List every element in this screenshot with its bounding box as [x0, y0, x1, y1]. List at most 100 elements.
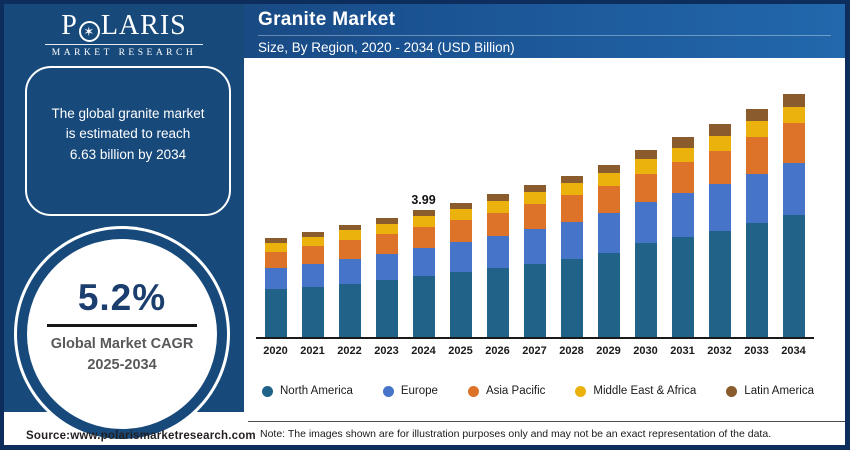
bar-segment-latin-america: [560, 175, 583, 183]
bar-segment-europe: [745, 173, 768, 224]
bar-segment-middle-east-africa: [708, 135, 731, 151]
stacked-bar-2031: [671, 136, 694, 337]
year-label-2024: 2024: [411, 345, 436, 357]
page-subtitle: Size, By Region, 2020 - 2034 (USD Billio…: [258, 40, 515, 55]
year-label-2021: 2021: [300, 345, 325, 357]
bar-segment-asia-pacific: [782, 123, 805, 164]
bar-segment-middle-east-africa: [745, 121, 768, 138]
note-text: Note: The images shown are for illustrat…: [260, 428, 772, 440]
stacked-bar-2030: [634, 149, 657, 337]
legend-dot-icon: [726, 385, 738, 397]
legend-label: North America: [280, 385, 353, 397]
market-estimate-callout: The global granite market is estimated t…: [25, 66, 231, 216]
legend-dot-icon: [467, 385, 479, 397]
bar-column-2032: [701, 90, 738, 337]
bar-segment-latin-america: [449, 203, 472, 210]
bar-segment-middle-east-africa: [486, 200, 509, 213]
stacked-bar-2024: [412, 210, 435, 337]
legend-label: Middle East & Africa: [593, 385, 697, 397]
bar-segment-europe: [449, 242, 472, 273]
legend-label: Europe: [400, 385, 438, 397]
bar-column-2027: [516, 90, 553, 337]
cagr-value: 5.2%: [77, 277, 167, 318]
callout-line-1: The global granite market: [51, 106, 205, 121]
year-label-2028: 2028: [559, 345, 584, 357]
callout-line-2: is estimated to reach: [65, 126, 191, 142]
stacked-bar-2033: [745, 109, 768, 337]
bar-column-2021: [294, 90, 331, 337]
bar-segment-asia-pacific: [264, 251, 287, 268]
bar-segment-north-america: [708, 230, 731, 337]
year-label-2029: 2029: [596, 345, 621, 357]
stacked-bar-2023: [375, 217, 398, 337]
bar-segment-middle-east-africa: [560, 182, 583, 196]
year-label-2031: 2031: [670, 345, 695, 357]
stacked-bar-2032: [708, 124, 731, 337]
bar-segment-middle-east-africa: [301, 236, 324, 247]
content-area: Granite Market Size, By Region, 2020 - 2…: [4, 4, 845, 445]
bar-segment-europe: [560, 221, 583, 259]
compass-star-icon: ✶: [78, 21, 100, 42]
polaris-logo: P ✶ LARIS MARKET RESEARCH: [4, 4, 244, 58]
bar-segment-asia-pacific: [375, 234, 398, 254]
legend-item-north-america: North America: [262, 385, 353, 397]
bar-segment-north-america: [486, 267, 509, 337]
bar-segment-latin-america: [782, 94, 805, 107]
bar-segment-latin-america: [412, 210, 435, 216]
data-label-2024: 3.99: [411, 193, 436, 208]
bar-segment-europe: [671, 192, 694, 237]
year-label-2027: 2027: [522, 345, 547, 357]
legend-item-europe: Europe: [382, 385, 438, 397]
legend-item-asia-pacific: Asia Pacific: [467, 385, 546, 397]
x-axis-labels: 2020 2021 2022 2023 2024 2025 2026 2027 2028 2029…: [257, 345, 812, 357]
bar-segment-latin-america: [597, 164, 620, 173]
bar-segment-north-america: [412, 276, 435, 337]
logo-text-laris: LARIS: [100, 10, 187, 41]
bar-segment-europe: [523, 229, 546, 264]
legend-item-middle-east-africa: Middle East & Africa: [575, 385, 696, 397]
stacked-bar-2029: [597, 164, 620, 337]
bar-segment-middle-east-africa: [338, 230, 361, 241]
bar-segment-middle-east-africa: [782, 106, 805, 124]
bar-segment-asia-pacific: [708, 150, 731, 185]
year-label-2020: 2020: [263, 345, 288, 357]
year-label-2030: 2030: [633, 345, 658, 357]
logo-wordmark: P ✶ LARIS: [4, 11, 244, 42]
logo-subtitle: MARKET RESEARCH: [51, 48, 197, 58]
bar-segment-north-america: [301, 286, 324, 337]
year-label-2026: 2026: [485, 345, 510, 357]
bar-segment-latin-america: [338, 225, 361, 231]
chart-legend: North America Europe Asia Pacific Middle Ea…: [262, 385, 814, 397]
cagr-label-line1: Global Market CAGR: [50, 336, 194, 352]
bar-segment-north-america: [745, 223, 768, 337]
bar-segment-asia-pacific: [745, 137, 768, 174]
bar-segment-europe: [375, 253, 398, 281]
legend-label: Asia Pacific: [485, 385, 546, 397]
stacked-bar-2020: [264, 238, 287, 337]
bar-column-2025: [442, 90, 479, 337]
bar-segment-asia-pacific: [634, 173, 657, 202]
bar-segment-asia-pacific: [486, 212, 509, 236]
cagr-label-line2: 2025-2034: [87, 357, 157, 374]
bar-segment-middle-east-africa: [375, 223, 398, 235]
year-label-2025: 2025: [448, 345, 473, 357]
bar-segment-europe: [338, 259, 361, 284]
bar-segment-north-america: [597, 253, 620, 337]
bar-segment-latin-america: [634, 149, 657, 160]
stacked-bar-2027: [523, 185, 546, 337]
bar-segment-middle-east-africa: [264, 242, 287, 252]
bar-segment-latin-america: [523, 185, 546, 193]
bar-segment-latin-america: [708, 124, 731, 136]
year-label-2023: 2023: [374, 345, 399, 357]
bar-column-2033: [738, 90, 775, 337]
bar-segment-latin-america: [745, 109, 768, 122]
cagr-divider: [47, 324, 197, 327]
legend-item-latin-america: Latin America: [726, 385, 814, 397]
bar-segment-latin-america: [301, 232, 324, 237]
callout-line-3: 6.63 billion by 2034: [69, 146, 187, 162]
bar-column-2023: [368, 90, 405, 337]
bar-column-2026: [479, 90, 516, 337]
bar-segment-north-america: [449, 272, 472, 337]
bar-column-2028: [553, 90, 590, 337]
bar-column-2031: [664, 90, 701, 337]
